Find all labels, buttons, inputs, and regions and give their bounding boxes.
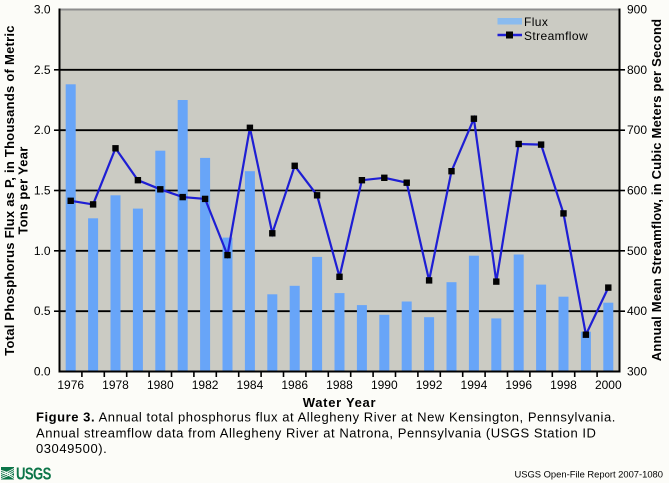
- svg-text:700: 700: [627, 123, 647, 137]
- svg-text:1980: 1980: [147, 378, 174, 392]
- svg-text:1986: 1986: [281, 378, 308, 392]
- svg-text:1978: 1978: [102, 378, 129, 392]
- svg-text:1976: 1976: [57, 378, 84, 392]
- svg-text:2000: 2000: [595, 378, 622, 392]
- svg-text:USGS Open-File Report 2007-108: USGS Open-File Report 2007-1080: [514, 469, 663, 480]
- svg-text:1996: 1996: [505, 378, 532, 392]
- svg-text:800: 800: [627, 63, 647, 77]
- svg-text:300: 300: [627, 365, 647, 379]
- svg-text:Annual streamflow data from Al: Annual streamflow data from Allegheny Ri…: [36, 425, 597, 440]
- svg-text:2.0: 2.0: [34, 123, 51, 137]
- svg-text:400: 400: [627, 304, 647, 318]
- svg-text:1994: 1994: [461, 378, 488, 392]
- svg-text:Figure 3. Annual total phospho: Figure 3. Annual total phosphorus flux a…: [36, 410, 616, 425]
- svg-text:900: 900: [627, 3, 647, 17]
- svg-text:1988: 1988: [326, 378, 353, 392]
- svg-text:1984: 1984: [237, 378, 264, 392]
- svg-text:2.5: 2.5: [34, 63, 51, 77]
- svg-text:1998: 1998: [550, 378, 577, 392]
- svg-text:0.5: 0.5: [34, 304, 51, 318]
- svg-text:500: 500: [627, 244, 647, 258]
- svg-text:Tons per Year: Tons per Year: [16, 146, 31, 234]
- svg-text:1.0: 1.0: [34, 244, 51, 258]
- svg-text:Annual Mean Streamflow, in Cub: Annual Mean Streamflow, in Cubic Meters …: [649, 19, 664, 362]
- svg-text:600: 600: [627, 184, 647, 198]
- svg-text:1982: 1982: [192, 378, 219, 392]
- svg-text:USGS: USGS: [16, 465, 51, 483]
- svg-text:03049500).: 03049500).: [36, 441, 107, 456]
- svg-text:Water Year: Water Year: [303, 395, 377, 410]
- svg-text:Streamflow: Streamflow: [524, 29, 588, 43]
- svg-text:3.0: 3.0: [34, 3, 51, 17]
- svg-text:1990: 1990: [371, 378, 398, 392]
- svg-text:Flux: Flux: [524, 15, 548, 29]
- svg-text:Total Phosphorus Flux as P, in: Total Phosphorus Flux as P, in Thousands…: [2, 25, 17, 356]
- svg-text:1992: 1992: [416, 378, 443, 392]
- svg-text:1.5: 1.5: [34, 184, 51, 198]
- svg-text:0.0: 0.0: [34, 365, 51, 379]
